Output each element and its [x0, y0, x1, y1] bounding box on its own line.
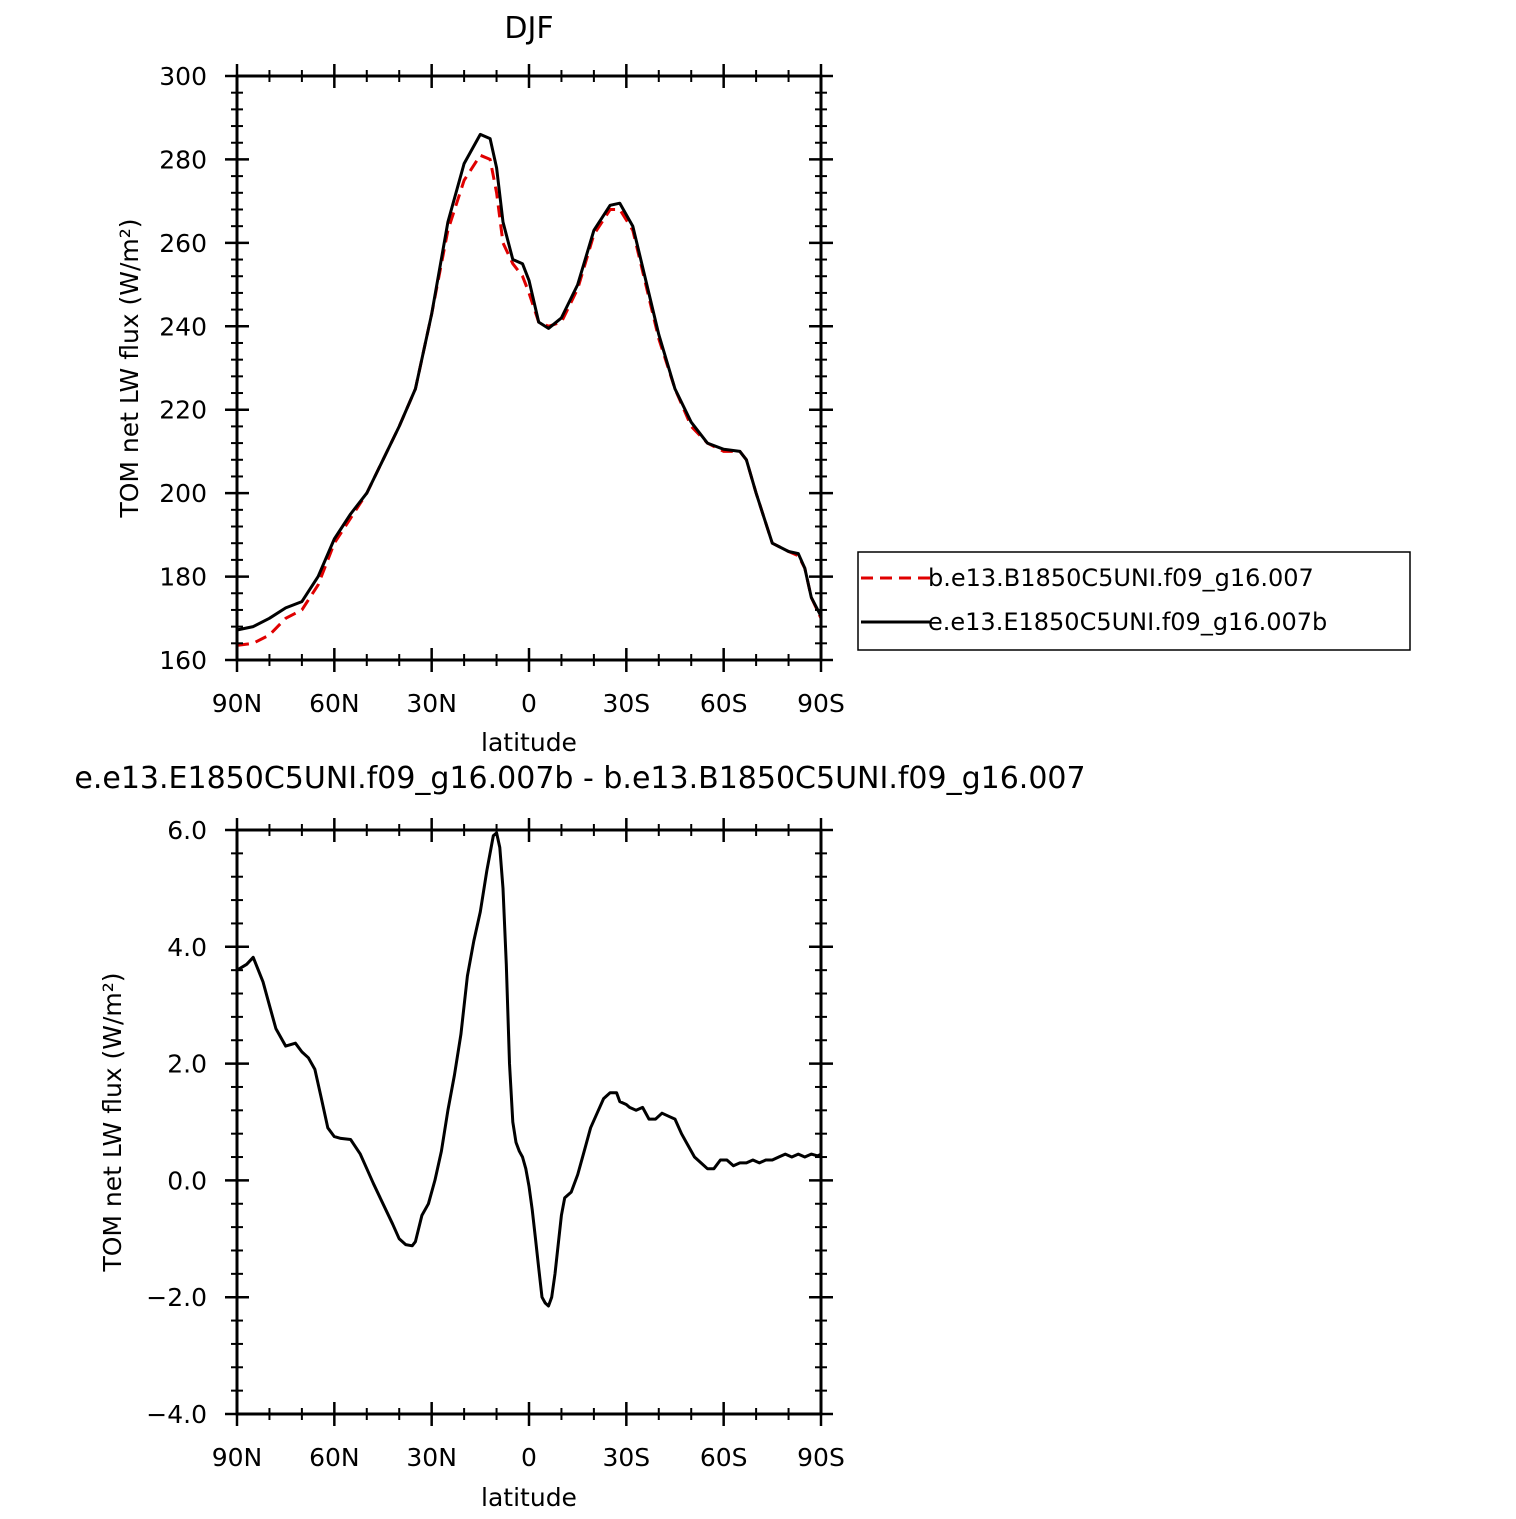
top-panel-title: DJF: [504, 11, 553, 46]
top-panel-y-tick-label: 260: [159, 229, 207, 258]
bottom-panel-x-tick-label: 90S: [797, 1443, 845, 1472]
top-panel-series-line-1: [236, 153, 823, 647]
bottom-panel-y-tick-label: 0.0: [167, 1166, 207, 1195]
top-panel-y-tick-label: 220: [159, 396, 207, 425]
legend-box: [857, 551, 1411, 651]
top-panel-x-tick-label: 60N: [309, 689, 360, 718]
bottom-panel-x-tick-label: 60S: [700, 1443, 748, 1472]
bottom-panel-x-tick-label: 30S: [602, 1443, 650, 1472]
bottom-panel-plot-frame: [235, 828, 823, 1416]
top-panel-x-tick-label: 90N: [212, 689, 263, 718]
top-panel-y-tick-label: 180: [159, 563, 207, 592]
top-panel-y-tick-label: 200: [159, 479, 207, 508]
top-panel-x-tick-label: 30S: [602, 689, 650, 718]
top-panel-y-tick-label: 300: [159, 62, 207, 91]
bottom-panel-y-axis-label: TOM net LW flux (W/m²): [98, 972, 127, 1272]
top-panel: DJF TOM net LW flux (W/m²) latitude 160 1…: [115, 11, 845, 757]
top-panel-y-tick-label: 160: [159, 646, 207, 675]
top-panel-series-line-2: [236, 132, 823, 632]
top-panel-x-axis-label: latitude: [481, 728, 577, 757]
bottom-panel-series-line-1: [236, 831, 822, 1308]
top-panel-y-tick-label: 280: [159, 145, 207, 174]
top-panel-x-tick-label: 90S: [797, 689, 845, 718]
bottom-panel-y-tick-label: 2.0: [167, 1050, 207, 1079]
top-panel-y-axis-label: TOM net LW flux (W/m²): [115, 218, 144, 518]
top-panel-x-tick-label: 30N: [406, 689, 457, 718]
legend-label-series-2: e.e13.E1850C5UNI.f09_g16.007b: [928, 608, 1327, 636]
bottom-panel-y-tick-label: −4.0: [146, 1400, 207, 1429]
bottom-panel-x-tick-label: 0: [521, 1443, 537, 1472]
bottom-panel-y-tick-label: −2.0: [146, 1283, 207, 1312]
bottom-panel-x-tick-label: 90N: [212, 1443, 263, 1472]
top-panel-x-tick-label: 0: [521, 689, 537, 718]
bottom-panel-y-tick-label: 6.0: [167, 816, 207, 845]
top-panel-y-tick-label: 240: [159, 312, 207, 341]
legend-label-series-1: b.e13.B1850C5UNI.f09_g16.007: [928, 564, 1314, 592]
bottom-panel-y-tick-label: 4.0: [167, 933, 207, 962]
top-panel-plot-frame: [235, 74, 823, 662]
bottom-panel-x-tick-label: 60N: [309, 1443, 360, 1472]
legend: b.e13.B1850C5UNI.f09_g16.007 e.e13.E1850…: [857, 551, 1411, 651]
bottom-panel: e.e13.E1850C5UNI.f09_g16.007b - b.e13.B1…: [74, 761, 1085, 1512]
bottom-panel-title: e.e13.E1850C5UNI.f09_g16.007b - b.e13.B1…: [74, 761, 1085, 796]
bottom-panel-x-axis-label: latitude: [481, 1483, 577, 1512]
top-panel-x-tick-label: 60S: [700, 689, 748, 718]
bottom-panel-x-tick-label: 30N: [406, 1443, 457, 1472]
